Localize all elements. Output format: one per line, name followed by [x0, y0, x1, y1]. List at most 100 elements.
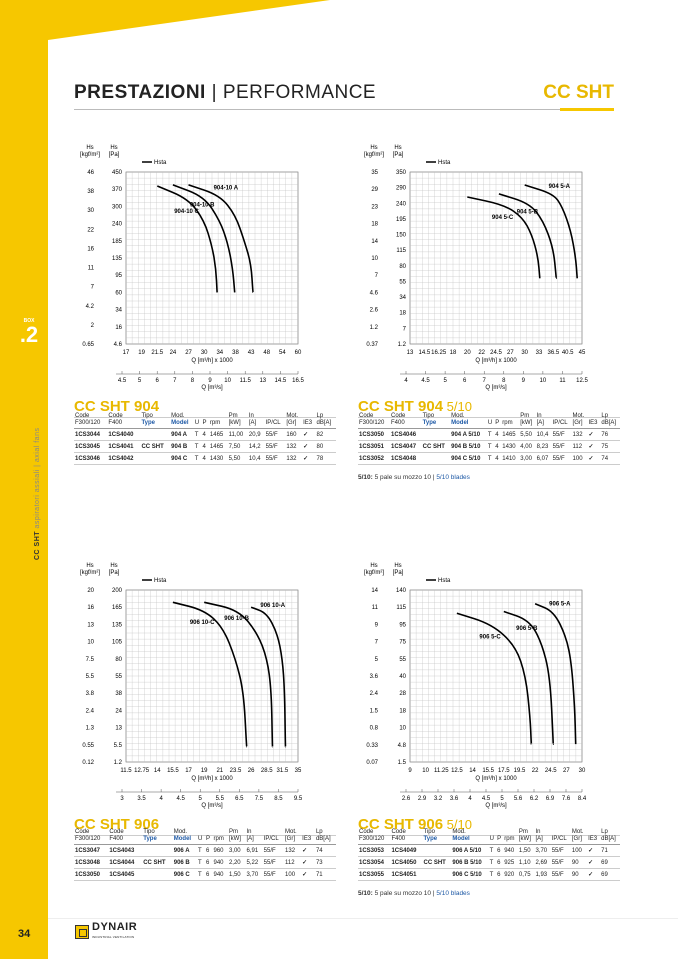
y-tick-label: 9 [375, 622, 379, 628]
x2-axis-label: Q [m³/s] [201, 385, 223, 391]
x-tick-label: 40.5 [562, 350, 574, 356]
y-tick-label: 55 [115, 674, 122, 680]
check-icon: ✓ [587, 428, 601, 441]
y-tick-label: 7 [91, 285, 95, 291]
y-tick-label: 350 [396, 170, 407, 176]
y-right-axis-label: Hs [110, 145, 117, 151]
y-right-axis-label: [Pa] [109, 152, 120, 158]
y-tick-label: 55 [399, 657, 406, 663]
y-tick-label: 370 [112, 187, 123, 193]
x2-tick-label: 12.5 [576, 378, 588, 384]
y-tick-label: 4.6 [114, 342, 123, 348]
x-tick-label: 48 [263, 350, 270, 356]
x-tick-label: 17 [185, 768, 192, 774]
y-tick-label: 0.37 [366, 342, 378, 348]
x-tick-label: 31.5 [277, 768, 289, 774]
y-tick-label: 24 [115, 708, 122, 714]
y-tick-label: 22 [87, 227, 94, 233]
y-tick-label: 80 [399, 264, 406, 270]
x-tick-label: 20 [464, 350, 471, 356]
dynair-logo-icon [75, 925, 89, 939]
table-row: 1CS3044 1CS4040 904 A T 4 1465 11,00 20,9 55/F 16… [74, 428, 336, 441]
y-tick-label: 0.8 [370, 726, 379, 732]
x-tick-label: 15.5 [482, 768, 494, 774]
check-icon: ✓ [301, 844, 315, 857]
x-tick-label: 11.5 [120, 768, 132, 774]
y-tick-label: 300 [112, 204, 123, 210]
y-left-axis-label: [kgf/m²] [364, 152, 384, 158]
side-running-title: CC SHT aspiratori assiali | axial fans [34, 428, 41, 560]
series-line [467, 196, 541, 279]
page-number: 34 [18, 928, 31, 940]
x2-tick-label: 9.5 [294, 796, 303, 802]
x2-tick-label: 8 [191, 378, 195, 384]
series-line [204, 601, 274, 748]
x2-tick-label: 11 [559, 378, 566, 384]
x-tick-label: 35 [295, 768, 302, 774]
series-line [172, 184, 236, 293]
series-label: 904-10 C [174, 209, 199, 215]
x2-tick-label: 4.5 [482, 796, 491, 802]
y-left-axis-label: Hs [86, 563, 93, 569]
table-row: 1CS3051 1CS4047 CC SHT 904 B 5/10 T 4 1430 4,00… [358, 440, 620, 453]
y-tick-label: 4.6 [370, 290, 379, 296]
x-tick-label: 12.75 [134, 768, 150, 774]
y-tick-label: 1.2 [398, 342, 407, 348]
x2-tick-label: 3.2 [434, 796, 443, 802]
x-tick-label: 23.5 [230, 768, 242, 774]
y-tick-label: 0.65 [82, 342, 94, 348]
table-row: 1CS3050 1CS4046 904 A 5/10 T 4 1465 5,50 10,4 55… [358, 428, 620, 441]
top-accent-band [0, 0, 330, 40]
y-left-axis-label: Hs [86, 145, 93, 151]
footer-rule [48, 918, 678, 919]
y-tick-label: 60 [115, 290, 122, 296]
series-line [456, 612, 533, 745]
legend-label: Hsta [154, 578, 167, 584]
x-tick-label: 14.5 [418, 350, 430, 356]
y-tick-label: 4.2 [86, 304, 95, 310]
x2-tick-label: 7 [483, 378, 487, 384]
y-left-axis-label: [kgf/m²] [364, 570, 384, 576]
series-label: 904 5-B [517, 209, 539, 215]
y-tick-label: 13 [87, 622, 94, 628]
series-label: 906 5-A [549, 602, 571, 608]
x-tick-label: 10 [422, 768, 429, 774]
y-tick-label: 115 [396, 248, 406, 254]
series-line [156, 185, 218, 293]
y-tick-label: 450 [112, 170, 123, 176]
y-tick-label: 0.07 [366, 760, 378, 766]
performance-chart-904: Hs [kgf/m²] Hs [Pa] Hsta 450 370 300 240 185 135 95… [74, 142, 314, 392]
y-tick-label: 34 [399, 295, 406, 301]
x2-tick-label: 3.5 [137, 796, 146, 802]
x-tick-label: 54 [279, 350, 286, 356]
x2-tick-label: 16.5 [292, 378, 304, 384]
series-line [498, 193, 558, 280]
y-tick-label: 14 [371, 239, 378, 245]
y-tick-label: 16 [115, 325, 122, 331]
x-axis-label: Q [m³/h] x 1000 [191, 776, 233, 782]
x-tick-label: 17.5 [498, 768, 510, 774]
section-tag: BOX .2 [14, 318, 44, 347]
y-tick-label: 185 [112, 239, 123, 245]
x-tick-label: 33 [536, 350, 543, 356]
x2-tick-label: 4 [468, 796, 472, 802]
y-tick-label: 29 [371, 187, 378, 193]
y-tick-label: 2 [91, 323, 95, 329]
x-tick-label: 36.5 [547, 350, 559, 356]
x-tick-label: 11.25 [434, 768, 449, 774]
series-label: CC SHT [543, 82, 614, 103]
y-tick-label: 1.3 [86, 726, 95, 732]
table-row: 1CS3046 1CS4042 904 C T 4 1430 5,50 10,4 55/F 132… [74, 452, 336, 465]
y-tick-label: 1.2 [370, 325, 379, 331]
x2-tick-label: 7.5 [255, 796, 264, 802]
y-tick-label: 35 [371, 170, 378, 176]
series-label: 904-10 A [214, 185, 239, 191]
y-tick-label: 1.5 [398, 760, 407, 766]
x2-tick-label: 5 [199, 796, 203, 802]
x-axis-label: Q [m³/h] x 1000 [475, 358, 517, 364]
y-tick-label: 10 [399, 726, 406, 732]
